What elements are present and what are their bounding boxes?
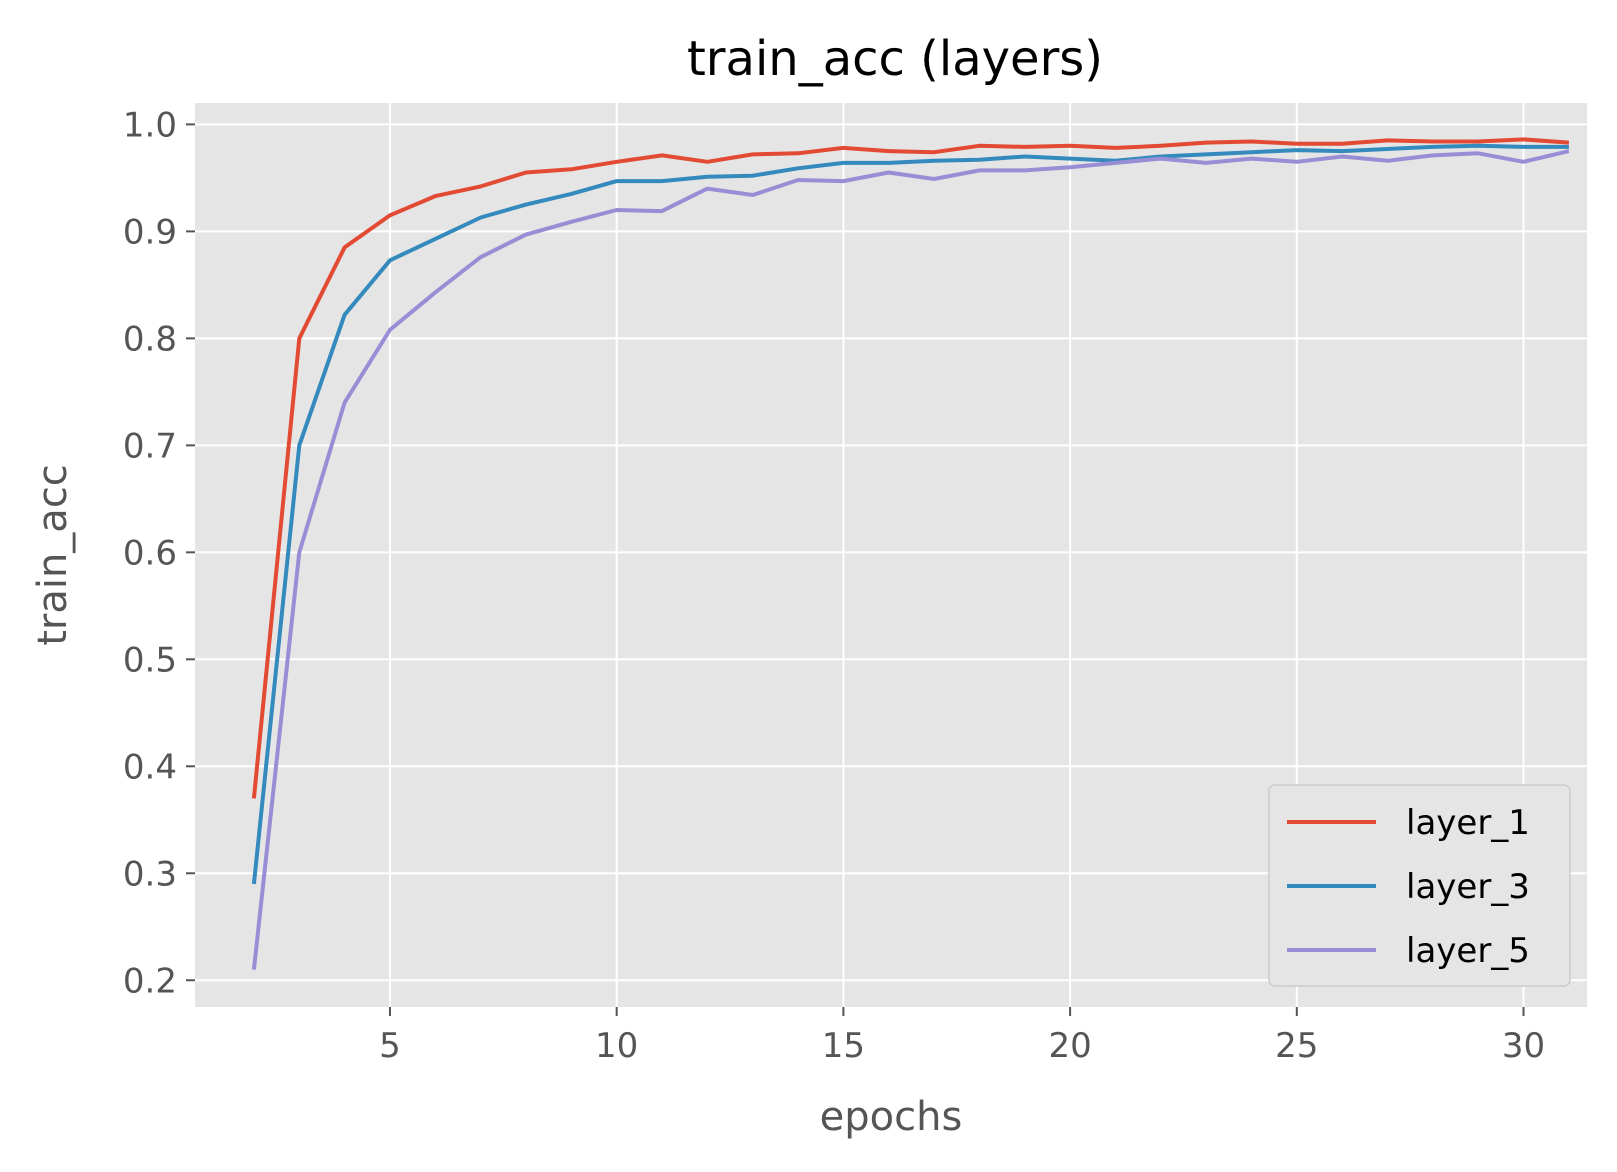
series-line-layer_3 bbox=[251, 143, 1569, 885]
y-tick-label: 0.5 bbox=[123, 640, 177, 680]
y-tick-label: 0.2 bbox=[123, 961, 177, 1001]
y-tick-label: 1.0 bbox=[123, 105, 177, 145]
legend-label-layer_5: layer_5 bbox=[1406, 931, 1530, 971]
y-tick-label: 0.9 bbox=[123, 212, 177, 252]
x-tick-label: 20 bbox=[1048, 1026, 1091, 1066]
x-axis-label: epochs bbox=[820, 1094, 963, 1140]
x-tick-label: 15 bbox=[822, 1026, 865, 1066]
chart-title: train_acc (layers) bbox=[687, 31, 1103, 87]
y-tick-label: 0.8 bbox=[123, 319, 177, 359]
series-line-layer_5 bbox=[251, 149, 1570, 970]
x-tick-label: 5 bbox=[379, 1026, 401, 1066]
axis-ticks: 5 10 15 20 25 30 0.2 0.3 0.4 0.5 0.6 0.7 0.8 0.9 1.0 bbox=[123, 105, 1545, 1066]
grid-lines bbox=[195, 103, 1587, 1007]
legend: layer_1 layer_3 layer_5 bbox=[1268, 784, 1571, 987]
legend-label-layer_1: layer_1 bbox=[1406, 803, 1530, 843]
x-tick-label: 30 bbox=[1502, 1026, 1545, 1066]
y-axis-label: train_acc bbox=[30, 464, 76, 646]
series-lines bbox=[251, 137, 1570, 970]
legend-box bbox=[1268, 784, 1571, 987]
x-tick-label: 25 bbox=[1275, 1026, 1318, 1066]
y-tick-label: 0.7 bbox=[123, 426, 177, 466]
y-tick-label: 0.4 bbox=[123, 747, 177, 787]
y-tick-label: 0.3 bbox=[123, 854, 177, 894]
series-line-layer_1 bbox=[251, 137, 1570, 799]
x-tick-label: 10 bbox=[595, 1026, 638, 1066]
legend-label-layer_3: layer_3 bbox=[1406, 867, 1530, 907]
y-tick-label: 0.6 bbox=[123, 533, 177, 573]
